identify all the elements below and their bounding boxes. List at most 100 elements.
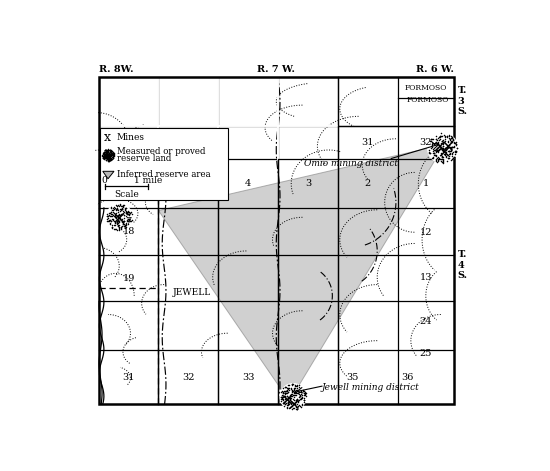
Point <box>114 212 123 220</box>
Point <box>285 391 294 398</box>
Text: 24: 24 <box>420 317 432 326</box>
Text: 1 mile: 1 mile <box>134 176 162 185</box>
Point <box>431 136 440 143</box>
Point <box>453 144 462 152</box>
Point <box>444 142 453 149</box>
Point <box>101 148 110 155</box>
Point <box>98 152 107 160</box>
Point <box>100 154 109 162</box>
Point <box>300 390 309 398</box>
Point <box>436 158 445 165</box>
Point <box>104 151 113 158</box>
Point <box>122 204 130 211</box>
Point <box>124 207 133 215</box>
Point <box>119 219 128 226</box>
Point <box>106 150 115 157</box>
Point <box>428 147 437 154</box>
Point <box>438 153 447 161</box>
Point <box>447 155 456 162</box>
Point <box>108 149 117 157</box>
Point <box>278 393 287 401</box>
Point <box>114 217 123 225</box>
Point <box>426 137 435 145</box>
Point <box>294 382 303 389</box>
Point <box>427 138 436 146</box>
Text: 32: 32 <box>420 138 432 147</box>
Point <box>102 154 111 162</box>
Point <box>438 139 447 147</box>
Point <box>100 153 109 160</box>
Point <box>104 148 113 156</box>
Point <box>278 389 287 397</box>
Text: 35: 35 <box>346 373 359 382</box>
Point <box>100 154 109 162</box>
Point <box>125 210 134 218</box>
Point <box>114 213 123 221</box>
Point <box>297 395 306 402</box>
Point <box>120 222 129 229</box>
Text: R. 8W.: R. 8W. <box>98 65 133 74</box>
Point <box>107 209 116 216</box>
Point <box>103 149 112 157</box>
Point <box>102 152 111 160</box>
Point <box>446 135 454 142</box>
Point <box>101 154 109 162</box>
Point <box>296 395 305 402</box>
Point <box>446 135 455 143</box>
Point <box>434 136 443 144</box>
Point <box>107 203 116 211</box>
Point <box>101 147 109 154</box>
Text: 0: 0 <box>102 176 108 185</box>
Point <box>104 155 113 162</box>
Point <box>108 151 117 159</box>
Point <box>298 394 306 401</box>
Point <box>113 205 122 212</box>
Point <box>103 151 112 158</box>
Point <box>106 156 115 164</box>
Point <box>108 149 117 156</box>
Point <box>442 148 451 155</box>
Point <box>432 156 441 164</box>
Point <box>440 151 449 158</box>
Point <box>431 152 440 159</box>
Point <box>100 154 108 162</box>
Point <box>109 221 118 229</box>
Point <box>120 206 129 213</box>
Point <box>450 139 459 146</box>
Point <box>107 208 116 216</box>
Point <box>438 156 447 164</box>
Text: FORMOSO: FORMOSO <box>405 84 447 92</box>
Point <box>279 399 288 406</box>
Point <box>119 218 128 225</box>
Point <box>287 388 296 395</box>
Point <box>100 155 108 163</box>
Point <box>102 215 111 222</box>
Point <box>282 399 290 406</box>
Point <box>102 154 111 162</box>
Point <box>447 144 456 151</box>
Point <box>278 399 287 407</box>
Point <box>119 203 128 210</box>
Point <box>108 224 117 231</box>
Point <box>104 157 113 164</box>
Point <box>113 218 122 226</box>
Point <box>443 134 452 141</box>
Point <box>106 150 114 158</box>
Point <box>101 146 110 154</box>
Point <box>436 143 445 151</box>
Point <box>283 388 292 395</box>
Point <box>103 153 112 161</box>
Point <box>106 153 114 160</box>
Point <box>121 212 130 220</box>
Point <box>284 400 293 408</box>
Point <box>105 211 114 219</box>
Point <box>288 402 297 410</box>
Point <box>107 150 116 158</box>
Point <box>447 145 455 153</box>
Point <box>106 157 115 164</box>
Point <box>279 388 288 396</box>
Point <box>113 212 122 220</box>
Point <box>430 152 439 159</box>
Point <box>436 132 444 140</box>
Point <box>299 394 308 402</box>
